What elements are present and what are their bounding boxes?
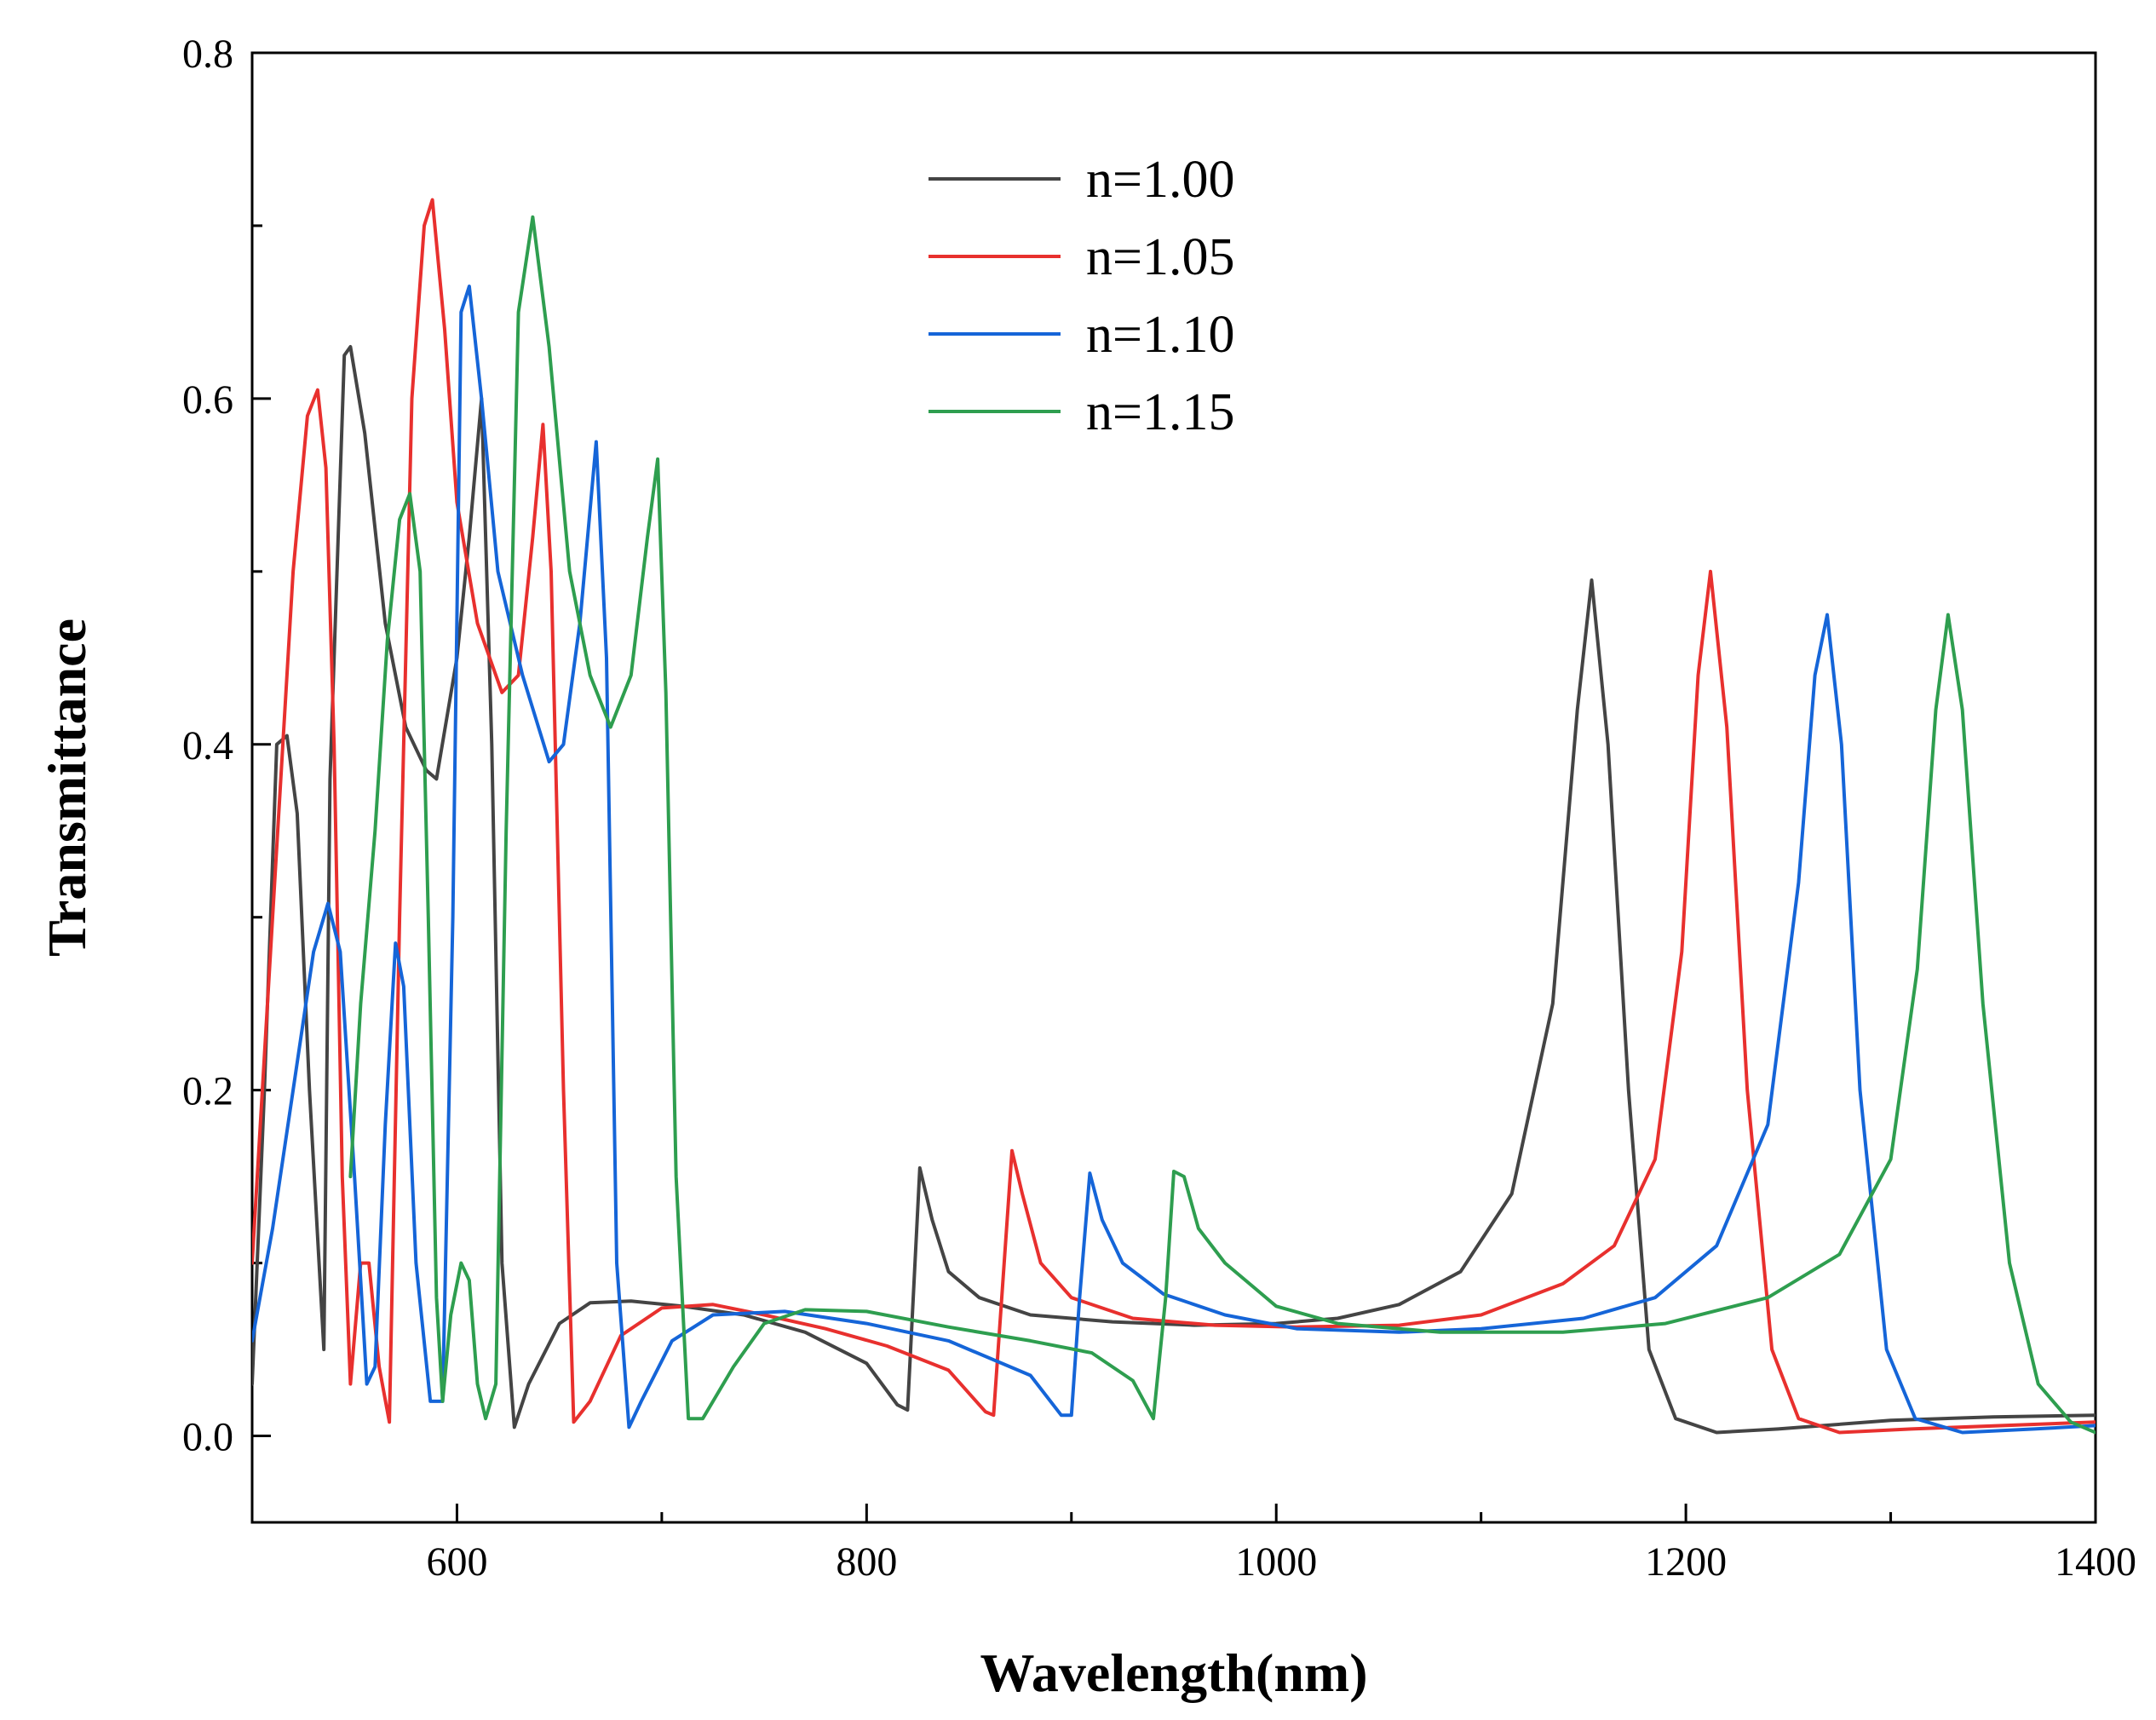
y-tick-label: 0.2 [182, 1069, 233, 1114]
legend-label: n=1.00 [1086, 151, 1234, 209]
x-axis-title: Wavelength(nm) [980, 1642, 1367, 1703]
y-tick-label: 0.6 [182, 377, 233, 423]
y-axis-title: Transmittance [37, 618, 97, 957]
legend: n=1.00 n=1.05 n=1.10 n=1.15 [929, 151, 1234, 441]
x-tick-label: 1400 [2055, 1539, 2136, 1585]
x-tick-label: 1200 [1645, 1539, 1727, 1585]
x-tick-label: 800 [836, 1539, 897, 1585]
series-line-n=1.15 [348, 215, 2096, 1435]
axis-ticks: 600 800 1000 1200 1400 0.0 0.2 0.4 0.6 0.8 [182, 32, 2136, 1585]
series-lines [252, 198, 2096, 1435]
y-tick-label: 0.4 [182, 723, 233, 768]
series-line-n=1.00 [252, 345, 2096, 1435]
x-tick-label: 1000 [1235, 1539, 1317, 1585]
plot-frame [250, 51, 2097, 1524]
series-line-n=1.10 [252, 285, 2096, 1435]
legend-label: n=1.15 [1086, 383, 1234, 441]
y-tick-label: 0.8 [182, 32, 233, 77]
legend-label: n=1.05 [1086, 228, 1234, 286]
x-tick-label: 600 [426, 1539, 487, 1585]
y-tick-label: 0.0 [182, 1415, 233, 1460]
legend-label: n=1.10 [1086, 306, 1234, 364]
series-line-n=1.05 [252, 198, 2096, 1435]
